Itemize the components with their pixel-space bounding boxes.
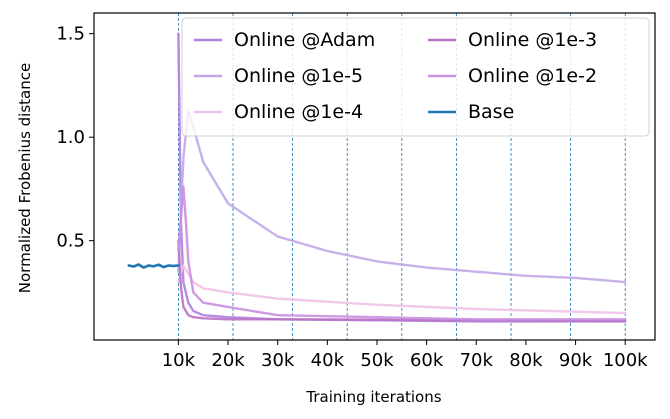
legend-label: Online @1e-2: [468, 65, 597, 87]
y-axis-ticks: 0.5 1.0 1.5: [56, 24, 94, 252]
x-tick-label: 90k: [559, 350, 593, 371]
legend-label: Online @Adam: [234, 29, 375, 51]
plot-frame: [93, 12, 656, 341]
series-lines: [127, 32, 627, 323]
x-tick-label: 80k: [509, 350, 543, 371]
x-tick-label: 60k: [410, 350, 444, 371]
legend-label: Online @1e-5: [234, 65, 363, 87]
y-tick-label: 1.0: [56, 127, 85, 148]
y-tick-label: 0.5: [56, 231, 85, 252]
series-line: [177, 239, 627, 323]
legend-label: Online @1e-3: [468, 29, 597, 51]
series-line: [177, 264, 627, 315]
series-line: [127, 263, 180, 269]
x-tick-label: 40k: [311, 350, 345, 371]
x-tick-label: 50k: [360, 350, 394, 371]
legend: Online @Adam Online @1e-3 Online @1e-5 Onli…: [181, 17, 650, 137]
x-tick-label: 10k: [162, 350, 196, 371]
legend-label: Online @1e-4: [234, 101, 363, 123]
legend-box: [181, 17, 650, 137]
x-tick-label: 20k: [211, 350, 245, 371]
legend-label: Base: [468, 101, 514, 123]
x-axis-label: Training iterations: [305, 388, 441, 406]
x-tick-label: 70k: [460, 350, 494, 371]
x-tick-label: 100k: [603, 350, 648, 371]
vertical-marker-lines: [177, 13, 626, 340]
x-tick-label: 30k: [261, 350, 295, 371]
x-axis-ticks: 10k 20k 30k 40k 50k 60k 70k 80k 90k 100k: [162, 340, 648, 371]
y-axis-label: Normalized Frobenius distance: [16, 63, 34, 293]
y-tick-label: 1.5: [56, 24, 85, 45]
series-line: [177, 185, 627, 321]
